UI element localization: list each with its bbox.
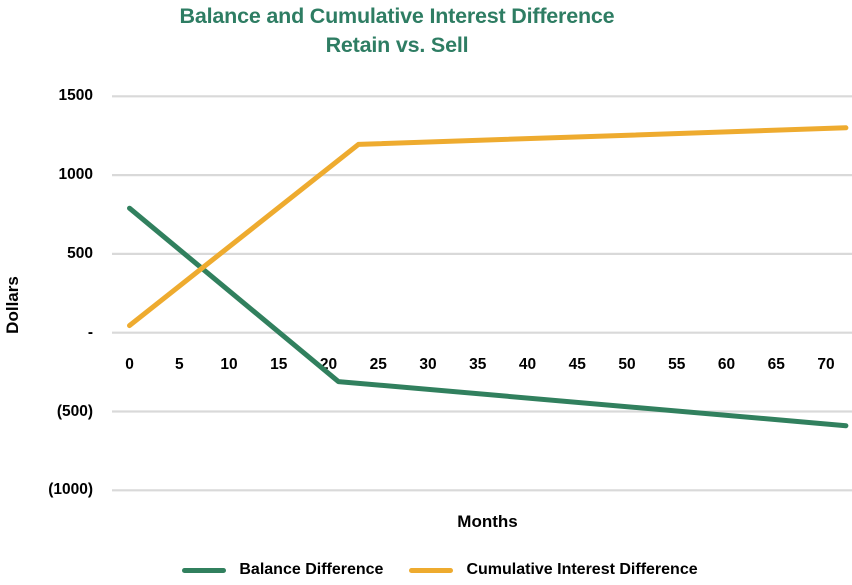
legend-swatch-icon	[409, 567, 454, 573]
legend-swatch-icon	[182, 567, 227, 573]
y-tick-label: (1000)	[48, 481, 93, 499]
x-tick-label: 35	[469, 356, 487, 373]
y-tick-label: (500)	[56, 402, 93, 420]
balance-difference-line	[127, 205, 849, 429]
x-tick-label: 45	[568, 356, 586, 373]
x-tick-label: 5	[174, 356, 184, 373]
x-tick-label: 60	[717, 356, 736, 373]
chart-title-line2: Retain vs. Sell	[325, 33, 469, 57]
chart-title: Balance and Cumulative Interest Differen…	[0, 2, 852, 60]
y-tick-label: 500	[67, 244, 93, 262]
legend-label: Balance Difference	[239, 561, 384, 578]
x-axis-title: Months	[457, 512, 518, 531]
x-tick-label: 65	[767, 356, 785, 373]
x-tick-label: 40	[518, 356, 537, 373]
x-tick-label: 0	[125, 356, 134, 373]
cumulative-interest-difference-line	[127, 125, 849, 329]
chart-title-line1: Balance and Cumulative Interest Differen…	[179, 4, 615, 28]
legend-item: Balance Difference	[182, 561, 383, 579]
legend-item: Cumulative Interest Difference	[409, 561, 698, 579]
x-tick-label: 70	[817, 356, 835, 373]
y-tick-label: -	[87, 323, 93, 341]
x-tick-label: 10	[220, 356, 238, 373]
x-tick-label: 55	[668, 356, 686, 373]
gridlines	[112, 95, 852, 492]
x-tick-label: 30	[419, 356, 437, 373]
legend-label: Cumulative Interest Difference	[466, 561, 698, 578]
x-tick-label: 25	[369, 356, 387, 373]
legend: Balance Difference Cumulative Interest Di…	[0, 556, 852, 584]
y-tick-label: 1000	[58, 166, 93, 184]
x-tick-label: 50	[618, 356, 636, 373]
x-tick-label: 15	[270, 356, 288, 373]
y-tick-label: 1500	[58, 87, 93, 105]
series-lines	[127, 125, 849, 429]
